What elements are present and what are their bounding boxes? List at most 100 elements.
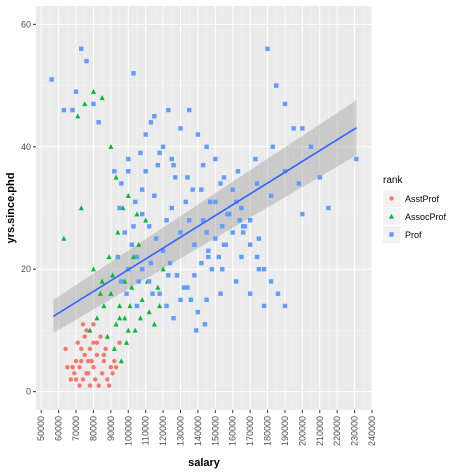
data-point (254, 254, 260, 260)
data-point (261, 267, 267, 272)
data-point (164, 303, 169, 309)
series-prof (49, 46, 359, 333)
data-point (254, 181, 260, 186)
legend-label-assocprof: AssocProf (405, 212, 447, 222)
data-point (106, 254, 112, 260)
data-point (275, 291, 281, 296)
data-point (73, 377, 79, 382)
data-point (122, 230, 127, 235)
legend-items: AsstProf AssocProf Prof (383, 190, 447, 243)
data-point (160, 248, 166, 254)
data-point (171, 315, 176, 321)
data-point (79, 358, 84, 364)
data-point (146, 309, 152, 315)
data-point (87, 383, 93, 388)
x-tick-label: 90000 (106, 416, 116, 441)
confidence-band (53, 100, 357, 333)
data-point (122, 278, 128, 284)
data-point (199, 187, 204, 192)
data-point (204, 230, 209, 235)
data-point (134, 254, 140, 260)
data-point (239, 205, 244, 211)
data-point (87, 346, 93, 351)
data-point (146, 224, 152, 229)
x-tick-label: 110000 (141, 416, 151, 445)
data-point (256, 267, 262, 272)
data-point (209, 267, 215, 272)
data-point (112, 358, 117, 364)
legend-label-asstprof: AsstProf (405, 194, 440, 204)
data-point (87, 327, 93, 333)
data-point (110, 371, 115, 376)
data-point (86, 358, 91, 364)
data-point (247, 291, 253, 296)
data-point (122, 315, 128, 321)
data-point (99, 371, 105, 376)
data-point (173, 175, 178, 180)
y-axis-ticks: 0 20 40 60 (21, 19, 36, 397)
data-point (68, 377, 74, 382)
data-point (103, 346, 108, 351)
y-tick-label: 20 (21, 264, 31, 274)
x-tick-label: 190000 (280, 416, 290, 446)
data-point (113, 321, 119, 327)
data-point (126, 156, 131, 162)
data-point (268, 193, 274, 198)
data-point (94, 340, 100, 345)
data-point (99, 278, 105, 284)
data-point (157, 303, 163, 309)
data-point (132, 327, 138, 333)
data-point (200, 162, 206, 168)
data-point (157, 291, 162, 296)
data-point (221, 175, 227, 180)
data-point (78, 205, 84, 211)
data-point (148, 120, 154, 125)
data-point (242, 224, 248, 229)
x-tick-label: 150000 (210, 416, 220, 446)
data-point (61, 107, 67, 113)
data-point (111, 345, 117, 351)
data-point (169, 205, 174, 211)
data-point (131, 71, 136, 76)
data-point (185, 175, 190, 180)
data-point (247, 218, 253, 223)
data-point (139, 267, 145, 272)
data-point (104, 333, 110, 339)
data-point (70, 107, 75, 113)
data-point (92, 377, 98, 382)
data-point (113, 174, 119, 180)
data-point (117, 315, 123, 321)
data-point (153, 236, 159, 241)
data-point (213, 156, 218, 162)
x-tick-label: 240000 (367, 416, 377, 446)
data-point (225, 211, 230, 217)
data-point (183, 199, 188, 205)
data-point (187, 107, 192, 113)
data-point (90, 266, 96, 272)
data-point (110, 272, 116, 278)
data-point (136, 279, 141, 284)
data-point (133, 199, 138, 205)
confidence-band-layer (53, 100, 357, 333)
data-point (143, 132, 148, 137)
data-point (218, 181, 223, 186)
data-point (75, 113, 81, 119)
x-tick-label: 100000 (123, 416, 133, 446)
data-point (230, 187, 235, 192)
data-point (65, 364, 70, 370)
x-tick-label: 70000 (71, 416, 81, 441)
data-point (61, 235, 67, 241)
data-point (268, 279, 274, 284)
data-point (124, 291, 129, 296)
data-point (157, 150, 162, 156)
legend-title: rank (383, 175, 403, 186)
data-point (125, 327, 131, 333)
data-point (247, 242, 253, 247)
data-point (206, 254, 211, 260)
data-point (94, 315, 100, 321)
data-point (80, 322, 86, 327)
data-point (187, 218, 192, 223)
data-point (300, 211, 305, 217)
x-tick-label: 160000 (228, 416, 238, 446)
data-point (270, 144, 275, 149)
